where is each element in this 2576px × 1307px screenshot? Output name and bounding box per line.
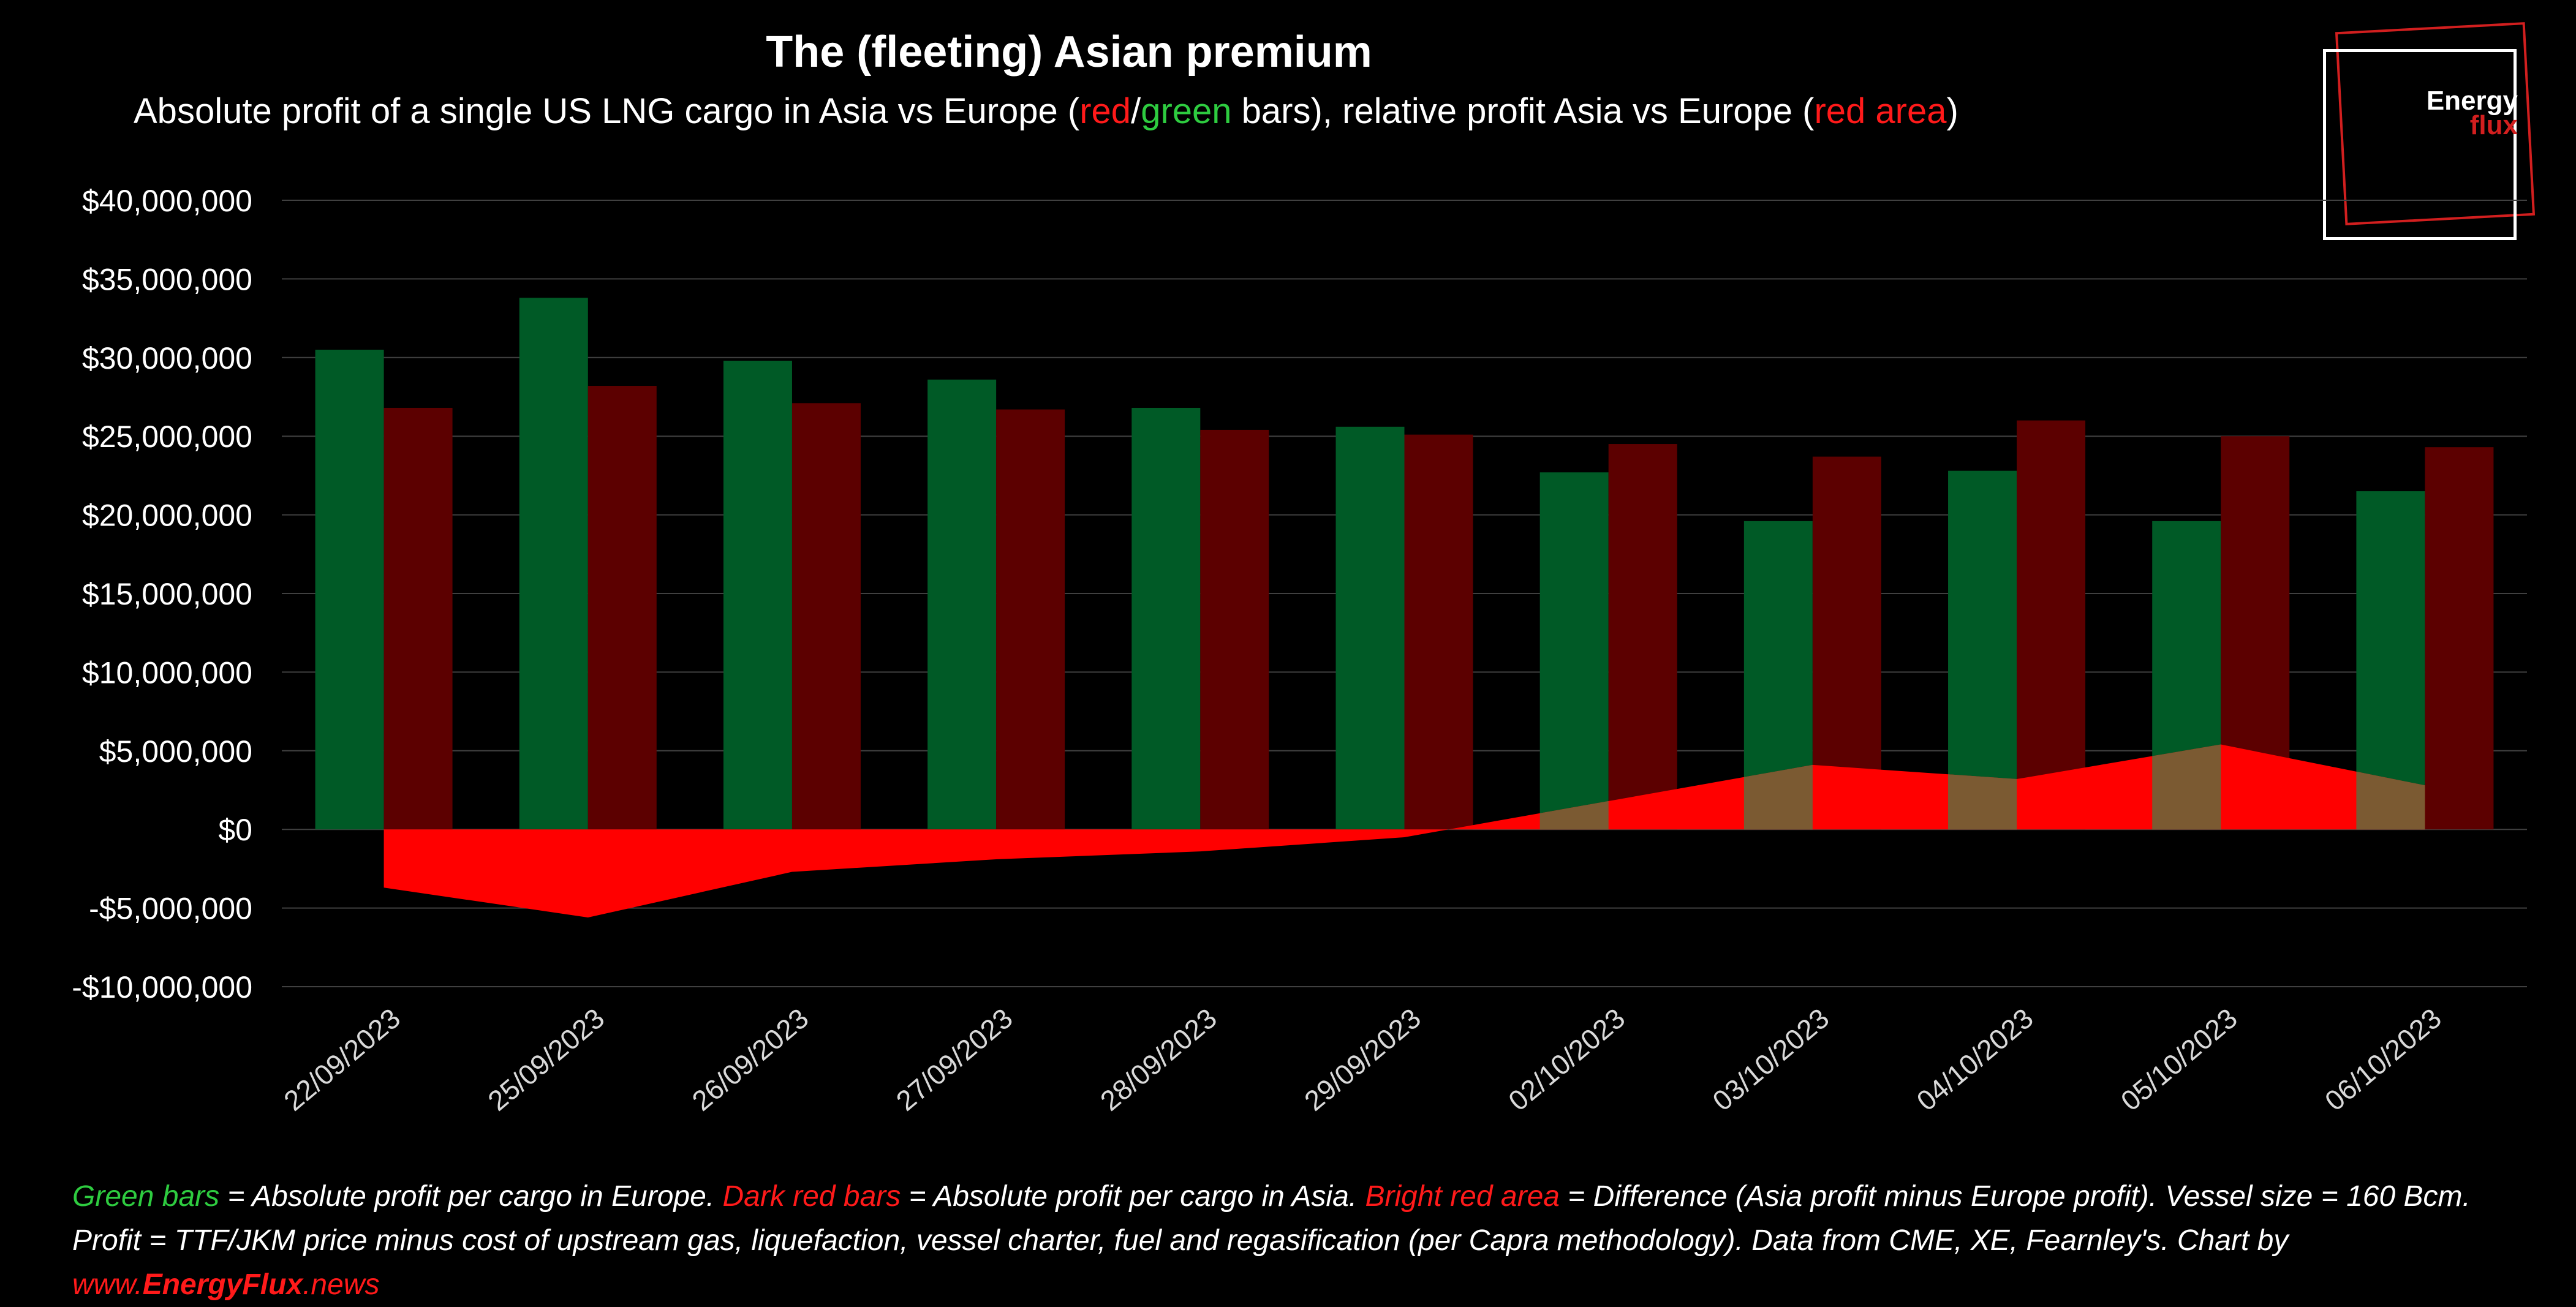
asia-bar <box>383 407 453 830</box>
y-tick-label: -$10,000,000 <box>72 970 252 1004</box>
y-tick-label: $25,000,000 <box>82 420 252 454</box>
footnote-line2: Profit = TTF/JKM price minus cost of ups… <box>72 1224 2289 1257</box>
x-tick-label: 29/09/2023 <box>1298 1002 1427 1117</box>
x-tick-label: 27/09/2023 <box>890 1002 1019 1117</box>
chart-title: The (fleeting) Asian premium <box>766 28 1372 77</box>
chart: $40,000,000 $35,000,000 $30,000,000 $25,000… <box>72 184 2527 1117</box>
overlap-segment <box>2152 744 2221 830</box>
asia-bar <box>996 409 1065 830</box>
y-tick-label: $15,000,000 <box>82 577 252 611</box>
subtitle-slash: / <box>1131 91 1141 131</box>
footnote-green-label: Green bars <box>72 1180 220 1213</box>
footnote-link-suffix[interactable]: .news <box>303 1268 380 1301</box>
x-tick-label: 02/10/2023 <box>1502 1002 1631 1117</box>
asia-bar <box>2017 420 2086 830</box>
x-tick-label: 05/10/2023 <box>2115 1002 2243 1117</box>
asia-bar <box>1608 444 1677 830</box>
asia-bar <box>1404 434 1473 830</box>
europe-bar <box>1131 407 1201 830</box>
overlap-segment <box>1539 800 1609 830</box>
subtitle-part3: ) <box>1946 91 1958 131</box>
footnote-link-bold[interactable]: EnergyFlux <box>142 1268 303 1301</box>
asia-bar <box>1200 429 1269 830</box>
x-tick-label: 25/09/2023 <box>482 1002 610 1117</box>
difference-area-path <box>383 744 2425 918</box>
footnote-green-text: = Absolute profit per cargo in Europe. <box>219 1180 723 1213</box>
logo-text-energy: Energy <box>2426 86 2518 116</box>
asia-bar <box>2425 447 2494 830</box>
footnote-darkred-label: Dark red bars <box>722 1180 901 1213</box>
subtitle-part1: Absolute profit of a single US LNG cargo… <box>134 91 1080 131</box>
footnote: Green bars = Absolute profit per cargo i… <box>72 1175 2523 1307</box>
footnote-brightred-text: = Difference (Asia profit minus Europe p… <box>1559 1180 2471 1213</box>
footnote-darkred-text: = Absolute profit per cargo in Asia. <box>901 1180 1365 1213</box>
footnote-link[interactable]: www.EnergyFlux.news <box>72 1263 2523 1307</box>
asia-bar <box>791 403 861 830</box>
y-tick-label: $5,000,000 <box>99 734 252 769</box>
europe-bar <box>1948 470 2017 830</box>
subtitle-green-word: green <box>1141 91 1232 131</box>
subtitle-red-word: red <box>1079 91 1131 131</box>
europe-bar <box>315 349 384 830</box>
x-tick-label: 26/09/2023 <box>686 1002 815 1117</box>
y-tick-label: -$5,000,000 <box>89 892 252 926</box>
europe-bar <box>927 379 997 830</box>
x-tick-label: 04/10/2023 <box>1911 1002 2039 1117</box>
difference-area <box>383 744 2425 918</box>
y-tick-label: $10,000,000 <box>82 655 252 690</box>
overlap-segment <box>1948 774 2017 830</box>
overlap-area <box>1539 744 2425 830</box>
overlap-segment <box>1743 764 1813 830</box>
footnote-link-prefix[interactable]: www. <box>72 1268 143 1301</box>
europe-bar <box>2356 491 2425 830</box>
x-tick-label: 22/09/2023 <box>278 1002 406 1117</box>
overlap-segment <box>2356 771 2425 830</box>
chart-subtitle: Absolute profit of a single US LNG cargo… <box>134 91 1958 132</box>
logo-frame <box>2323 49 2517 240</box>
footnote-line1: Green bars = Absolute profit per cargo i… <box>72 1175 2523 1219</box>
x-tick-label: 28/09/2023 <box>1094 1002 1223 1117</box>
y-tick-label: $35,000,000 <box>82 262 252 296</box>
x-axis-labels: 22/09/2023 25/09/2023 26/09/2023 27/09/2023… <box>278 1002 2447 1117</box>
europe-bar <box>1539 472 1609 830</box>
y-tick-label: $0 <box>218 813 252 847</box>
europe-bar <box>519 298 588 830</box>
europe-bar <box>1335 426 1405 830</box>
europe-bar <box>723 360 792 830</box>
footnote-brightred-label: Bright red area <box>1365 1180 1560 1213</box>
logo-text-flux: flux <box>2469 110 2518 140</box>
y-tick-label: $20,000,000 <box>82 499 252 533</box>
asia-bar <box>587 386 657 830</box>
bars <box>315 298 2494 830</box>
subtitle-part2: bars), relative profit Asia vs Europe ( <box>1231 91 1815 131</box>
subtitle-red-area-word: red area <box>1814 91 1947 131</box>
y-axis-labels: $40,000,000 $35,000,000 $30,000,000 $25,000… <box>72 184 252 1004</box>
x-tick-label: 06/10/2023 <box>2319 1002 2447 1117</box>
x-tick-label: 03/10/2023 <box>1706 1002 1835 1117</box>
y-tick-label: $40,000,000 <box>82 184 252 218</box>
y-tick-label: $30,000,000 <box>82 341 252 375</box>
